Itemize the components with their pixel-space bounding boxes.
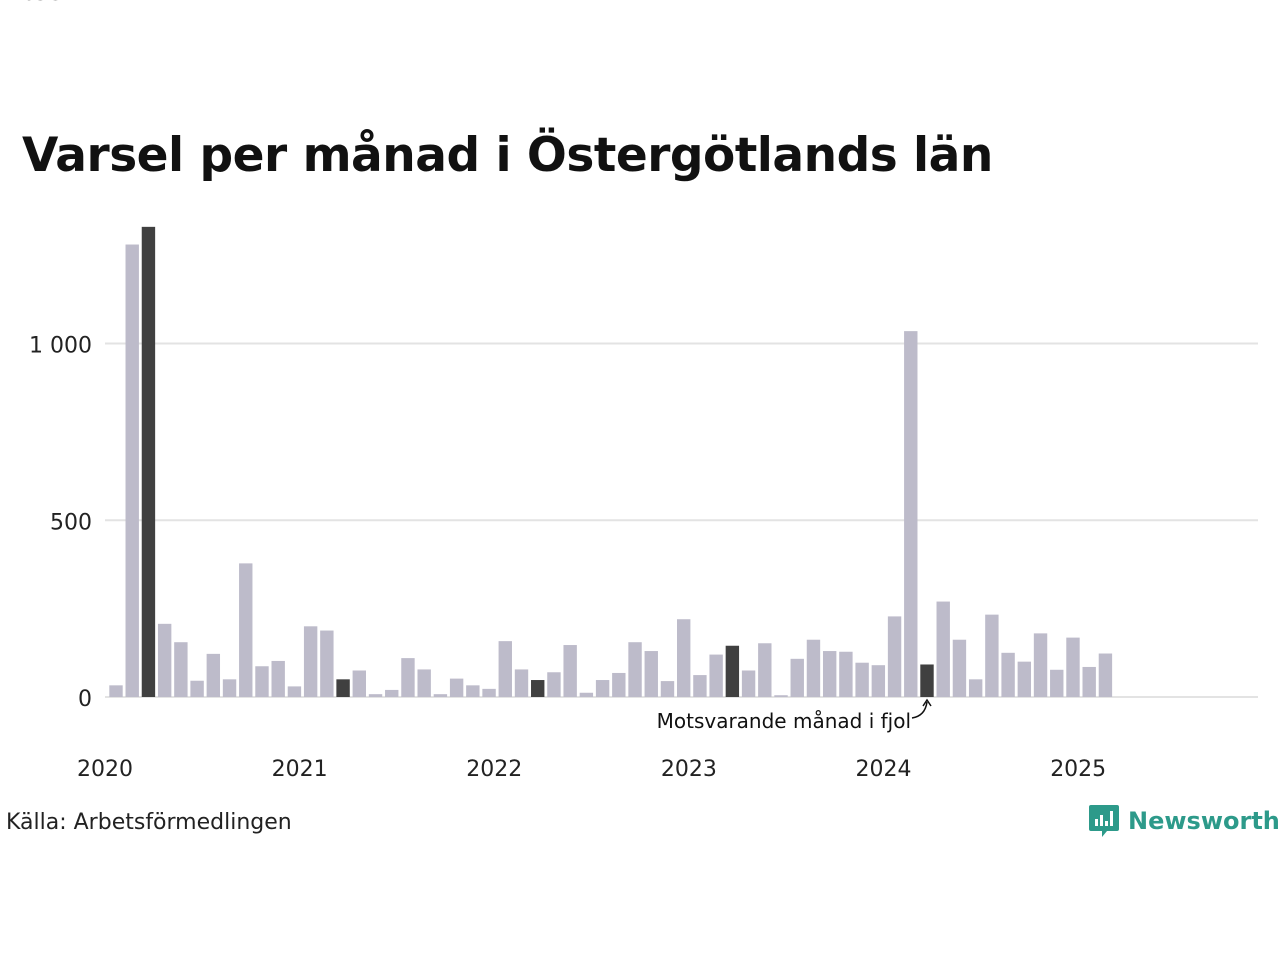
bar-2024-05 bbox=[952, 639, 967, 697]
bar-2025-01 bbox=[1082, 666, 1096, 697]
y-tick-label: 500 bbox=[50, 510, 92, 535]
bar-2024-12 bbox=[1066, 637, 1080, 697]
bar-2023-07 bbox=[790, 658, 804, 697]
bar-2024-01 bbox=[887, 616, 902, 697]
bar-2023-08 bbox=[806, 639, 821, 697]
bar-2023-06 bbox=[774, 695, 788, 697]
bar-2023-05 bbox=[758, 643, 772, 697]
bar-2020-09 bbox=[239, 563, 253, 697]
x-tick-label: 2021 bbox=[272, 757, 328, 782]
bar-2023-02 bbox=[709, 654, 723, 697]
bar-2025-02 bbox=[1098, 653, 1113, 697]
y-axis-ticks: 0 500 1 000 bbox=[29, 334, 92, 713]
last-year-arrowhead bbox=[922, 698, 932, 707]
bar-2021-04 bbox=[352, 670, 366, 697]
bar-2021-10 bbox=[449, 678, 464, 697]
bar-2021-05 bbox=[368, 694, 383, 697]
current-value-label: 123 bbox=[0, 0, 50, 7]
bar-2021-03 bbox=[336, 679, 350, 697]
x-tick-label: 2023 bbox=[661, 757, 717, 782]
bar-2022-01 bbox=[498, 641, 512, 697]
chart-title: Varsel per månad i Östergötlands län bbox=[22, 128, 993, 183]
bar-2024-02 bbox=[904, 331, 918, 697]
source-note: Källa: Arbetsförmedlingen bbox=[6, 810, 292, 835]
bar-2021-06 bbox=[385, 689, 399, 697]
bar-2023-10 bbox=[839, 651, 853, 697]
bar-2022-03 bbox=[531, 680, 545, 697]
bar-2024-03 bbox=[920, 664, 934, 697]
bar-2024-06 bbox=[968, 679, 983, 697]
bar-2023-09 bbox=[822, 651, 837, 697]
bar-2021-07 bbox=[401, 658, 415, 697]
bar-chart: 0 500 1 000 2020 2021 2022 2023 2024 2025 Mars1… bbox=[0, 0, 1258, 782]
bar-2022-12 bbox=[677, 619, 691, 697]
bar-2024-08 bbox=[1001, 652, 1015, 697]
current-month-label: Mars bbox=[0, 0, 63, 7]
bar-2020-01 bbox=[109, 685, 123, 697]
newsworthy-logo-icon bbox=[1089, 805, 1119, 837]
bar-2020-12 bbox=[287, 686, 302, 697]
y-tick-label: 1 000 bbox=[29, 334, 92, 359]
bar-2023-12 bbox=[871, 665, 886, 697]
bar-2022-11 bbox=[660, 681, 675, 697]
brand-name: Newsworthy bbox=[1128, 807, 1280, 835]
bar-2021-02 bbox=[320, 630, 334, 697]
bar-2022-04 bbox=[547, 672, 561, 697]
bar-2020-10 bbox=[255, 666, 269, 697]
bar-2021-09 bbox=[433, 694, 448, 697]
bar-2023-04 bbox=[741, 670, 756, 697]
bar-2023-11 bbox=[855, 662, 869, 697]
bar-2020-06 bbox=[190, 680, 204, 697]
bar-2021-11 bbox=[466, 685, 480, 697]
bar-2020-05 bbox=[174, 642, 188, 697]
bar-2020-03 bbox=[141, 226, 156, 697]
bar-2021-12 bbox=[482, 688, 496, 697]
bar-2020-04 bbox=[157, 623, 172, 697]
last-year-arrow bbox=[911, 701, 928, 719]
x-tick-label: 2020 bbox=[77, 757, 133, 782]
bar-2020-08 bbox=[222, 679, 237, 697]
bar-2020-02 bbox=[125, 244, 139, 697]
bar-2023-03 bbox=[725, 645, 740, 697]
bar-2022-07 bbox=[595, 680, 610, 697]
bar-2023-01 bbox=[693, 675, 707, 697]
bar-2022-06 bbox=[579, 692, 594, 697]
bar-2021-01 bbox=[303, 626, 318, 697]
bar-2024-04 bbox=[936, 601, 950, 697]
bar-2024-11 bbox=[1050, 669, 1064, 697]
bar-2024-09 bbox=[1017, 661, 1032, 697]
bar-2022-08 bbox=[612, 672, 626, 697]
bar-2022-09 bbox=[628, 642, 642, 697]
bar-2022-10 bbox=[644, 651, 658, 697]
bar-2024-10 bbox=[1033, 633, 1048, 697]
bars bbox=[109, 226, 1113, 697]
x-tick-label: 2022 bbox=[466, 757, 522, 782]
last-year-label: Motsvarande månad i fjol bbox=[657, 709, 911, 733]
x-tick-label: 2024 bbox=[856, 757, 912, 782]
bar-2020-11 bbox=[271, 660, 285, 697]
brand[interactable]: Newsworthy bbox=[1088, 803, 1280, 839]
bar-2024-07 bbox=[985, 614, 999, 697]
bar-2022-02 bbox=[514, 669, 529, 697]
annotations: Mars123 Motsvarande månad i fjol bbox=[0, 0, 932, 733]
bar-2021-08 bbox=[417, 669, 431, 697]
x-axis-ticks: 2020 2021 2022 2023 2024 2025 bbox=[77, 757, 1106, 782]
bar-2022-05 bbox=[563, 645, 577, 697]
bar-2020-07 bbox=[206, 653, 221, 697]
x-tick-label: 2025 bbox=[1050, 757, 1106, 782]
y-tick-label: 0 bbox=[78, 687, 92, 712]
